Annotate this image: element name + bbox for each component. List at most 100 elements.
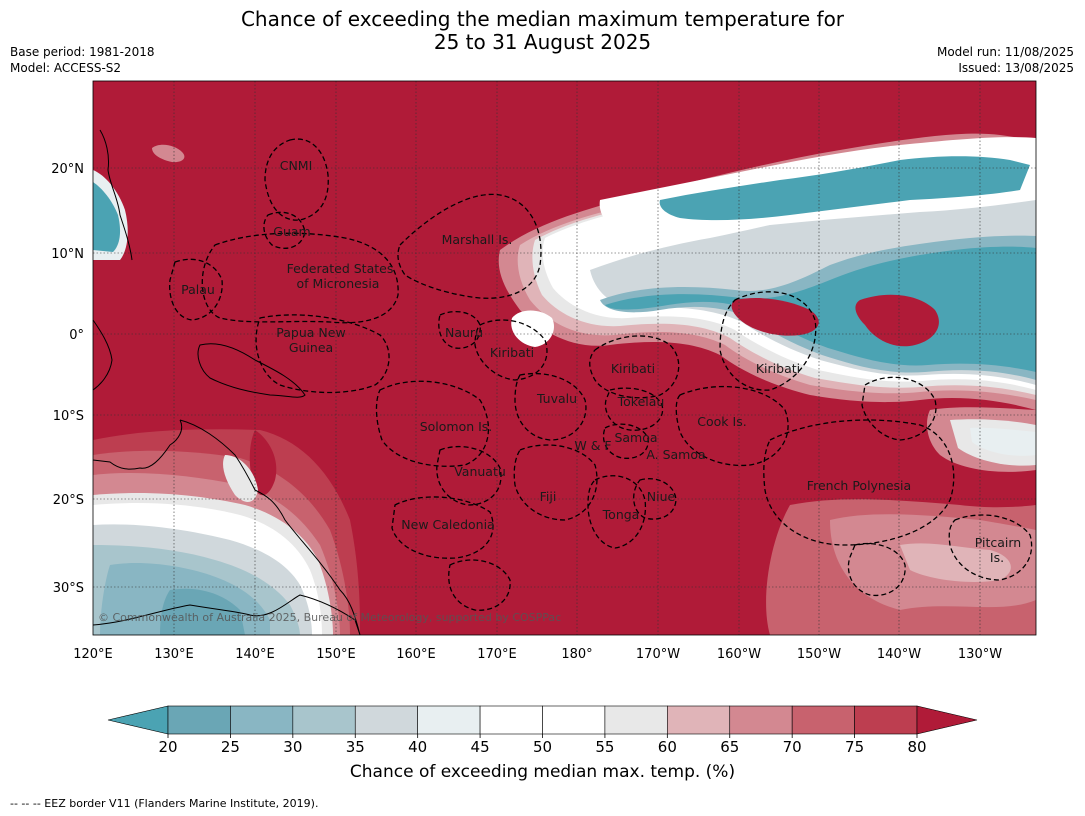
upper-band-blue	[659, 156, 1030, 221]
base-period: Base period: 1981-2018	[10, 45, 155, 59]
eez-footnote: -- -- -- EEZ border V11 (Flanders Marine…	[10, 797, 319, 810]
region-label-tokelau: Tokelau	[617, 394, 665, 409]
region-label-kiribati_w: Kiribati	[490, 345, 534, 360]
eez-cook	[675, 385, 789, 467]
region-label-png1: Papua New	[276, 325, 345, 340]
latitude-label: 10°N	[51, 247, 84, 262]
colorbar-segment	[417, 705, 481, 735]
colorbar-segment	[729, 705, 793, 735]
region-label-newcal: New Caledonia	[401, 517, 494, 532]
ne-australia-grey	[223, 455, 258, 502]
region-label-kiribati_e: Kiribati	[756, 361, 800, 376]
philippines-coast	[99, 129, 133, 261]
eez-kiribati-e	[719, 291, 817, 391]
colorbar-low-arrow	[107, 705, 169, 735]
region-label-tonga: Tonga	[602, 507, 640, 522]
latitude-label: 0°	[69, 328, 84, 343]
north-red-bay	[855, 294, 939, 347]
eez-tonga	[587, 475, 647, 549]
longitude-label: 180°	[561, 647, 592, 662]
meta-left: Base period: 1981-2018 Model: ACCESS-S2	[10, 44, 155, 76]
eez-niue	[633, 478, 677, 520]
eez-kermadec	[847, 542, 906, 597]
longitude-label: 160°W	[717, 647, 761, 662]
region-label-tuvalu: Tuvalu	[536, 391, 577, 406]
colorbar-high-arrow	[916, 705, 978, 735]
colorbar-segment	[604, 705, 668, 735]
eez-tokelau	[604, 387, 664, 431]
colorbar-tick-label: 20	[158, 738, 177, 756]
eez-palau	[169, 258, 223, 321]
colorbar-tick-label: 45	[471, 738, 490, 756]
region-label-cnmi: CNMI	[280, 158, 313, 173]
longitude-label: 140°E	[235, 647, 275, 662]
region-label-marshall: Marshall Is.	[442, 232, 513, 247]
colorbar-segment	[167, 705, 231, 735]
region-label-niue: Niue	[647, 489, 676, 504]
longitude-label: 140°W	[877, 647, 921, 662]
longitude-label: 130°E	[154, 647, 194, 662]
colorbar-segment	[791, 705, 855, 735]
region-label-png2: Guinea	[289, 340, 333, 355]
model-name: Model: ACCESS-S2	[10, 61, 122, 75]
eez-nz	[448, 559, 511, 611]
colorbar-tick-label: 75	[845, 738, 864, 756]
region-label-kiribati_c: Kiribati	[611, 361, 655, 376]
copyright-text: © Commonwealth of Australia 2025, Bureau…	[98, 611, 561, 624]
meta-right: Model run: 11/08/2025 Issued: 13/08/2025	[937, 44, 1074, 76]
region-label-wf: W & F	[574, 438, 611, 453]
australia-coast	[92, 419, 361, 636]
eez-marshall	[397, 193, 542, 299]
east-gray-patch	[970, 427, 1036, 456]
longitude-label: 130°W	[958, 647, 1002, 662]
se-pacific-band-60	[900, 543, 1011, 582]
eez-samoa	[602, 423, 649, 459]
eez-solomon	[375, 380, 490, 467]
colorbar-segment	[854, 705, 918, 735]
colorbar-tick-label: 40	[408, 738, 427, 756]
eez-fsm	[201, 232, 399, 324]
title-line-2: 25 to 31 August 2025	[433, 30, 652, 54]
colorbar-tick-label: 25	[221, 738, 240, 756]
region-label-solomon: Solomon Is.	[420, 419, 493, 434]
eez-pitcairn	[948, 514, 1033, 581]
longitude-label: 160°E	[396, 647, 436, 662]
region-label-vanuatu: Vanuatu	[454, 464, 506, 479]
region-label-nauru: Nauru	[445, 325, 483, 340]
longitude-label: 170°E	[477, 647, 517, 662]
eez-nauru	[438, 311, 481, 349]
colorbar-segment	[354, 705, 418, 735]
title-line-1: Chance of exceeding the median maximum t…	[240, 7, 845, 31]
issued-date: Issued: 13/08/2025	[958, 61, 1074, 75]
colorbar-tick-label: 30	[283, 738, 302, 756]
graticule	[93, 81, 1036, 635]
colorbar-tick-label: 60	[658, 738, 677, 756]
colorbar-tick-label: 55	[595, 738, 614, 756]
longitude-label: 150°W	[797, 647, 841, 662]
colorbar-tick-label: 50	[533, 738, 552, 756]
longitude-labels: 120°E 130°E 140°E 150°E 160°E 170°E 180° 170°W 1…	[73, 647, 1002, 662]
latitude-label: 10°S	[53, 409, 84, 424]
longitude-label: 170°W	[636, 647, 680, 662]
colorbar-tick-label: 35	[346, 738, 365, 756]
eez-fiji	[513, 444, 598, 521]
patch-mid-white	[511, 310, 555, 347]
colorbar-segment	[542, 705, 606, 735]
eez-borders	[169, 138, 1033, 611]
region-label-frpoly: French Polynesia	[807, 478, 911, 493]
borneo-coast	[92, 319, 113, 391]
eez-french-polynesia	[763, 419, 955, 546]
ne-australia-red	[249, 430, 277, 496]
eez-kiribati-w	[474, 319, 548, 381]
eez-cnmi	[264, 138, 329, 221]
region-label-asamoa: A. Samoa	[646, 447, 705, 462]
colorbar-tick-label: 80	[907, 738, 926, 756]
region-label-cook: Cook Is.	[697, 414, 746, 429]
region-label-pitcairn2: Is.	[990, 550, 1004, 565]
probability-field	[93, 133, 1036, 635]
eez-vanuatu	[436, 446, 502, 506]
eez-french-poly-east	[861, 376, 937, 441]
eez-kiribati-c	[589, 335, 680, 399]
north-red-bay-2	[731, 298, 819, 336]
